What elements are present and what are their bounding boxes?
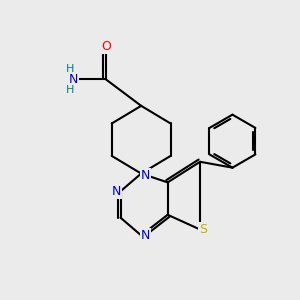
Text: S: S [199, 223, 207, 236]
Text: H: H [66, 64, 75, 74]
Text: N: N [141, 169, 150, 182]
Text: N: N [69, 73, 78, 86]
Text: N: N [141, 229, 150, 242]
Text: N: N [112, 185, 121, 198]
Text: H: H [66, 85, 75, 94]
Text: O: O [101, 40, 111, 53]
